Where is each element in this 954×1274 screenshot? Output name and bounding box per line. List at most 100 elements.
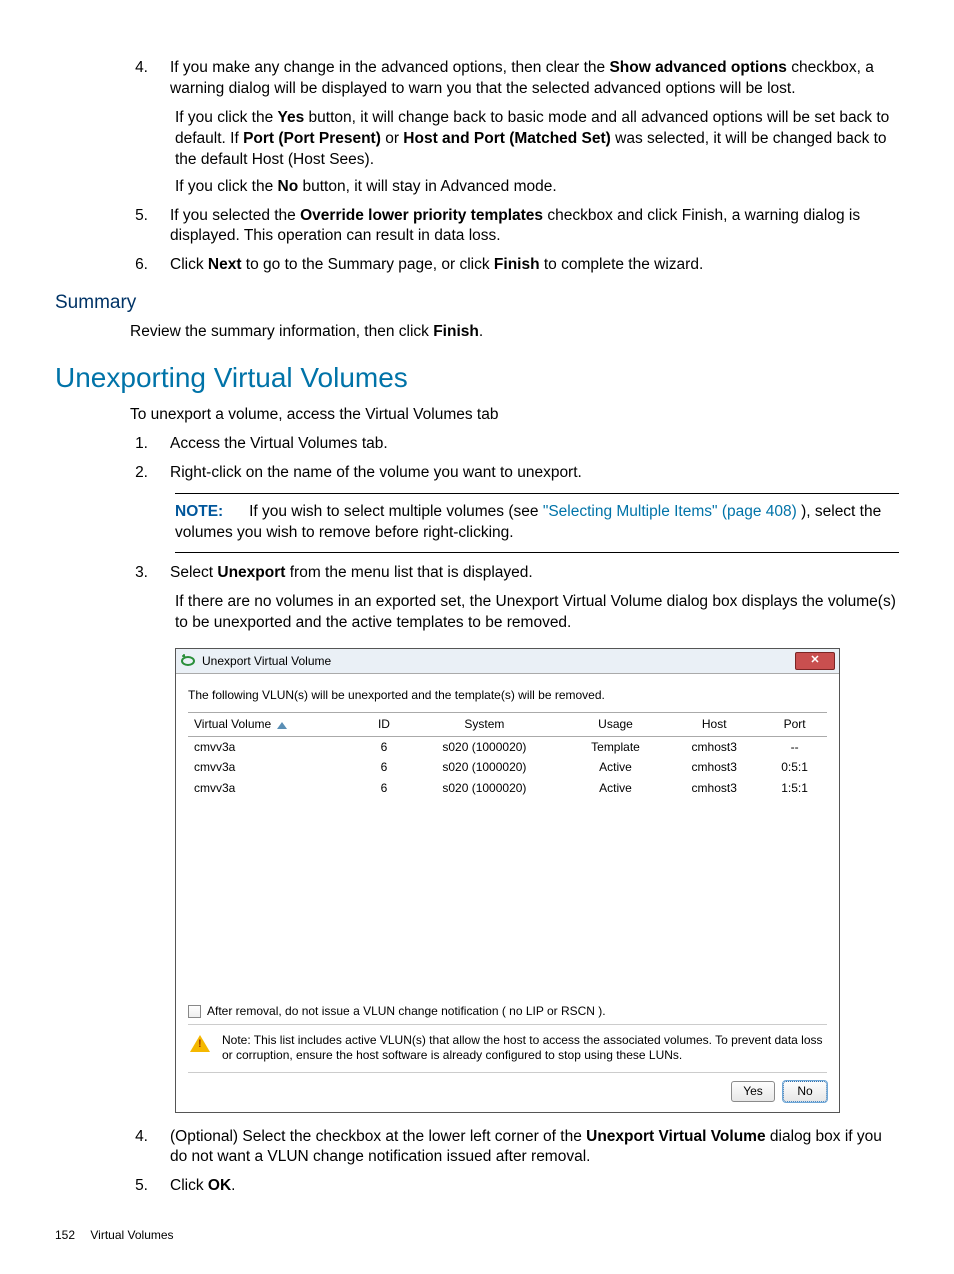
step-body: (Optional) Select the checkbox at the lo…: [170, 1127, 899, 1169]
text: Select: [170, 564, 217, 581]
text: If you wish to select multiple volumes (…: [249, 503, 543, 520]
bold: Show advanced options: [609, 59, 786, 76]
table-header-row: Virtual Volume ID System Usage Host Port: [188, 713, 827, 736]
cell: cmvv3a: [188, 778, 364, 798]
dialog-unexport-virtual-volume: Unexport Virtual Volume ✕ The following …: [175, 648, 840, 1113]
cell: --: [762, 736, 827, 757]
sort-asc-icon: [277, 722, 287, 729]
heading-summary: Summary: [55, 290, 899, 316]
no-button[interactable]: No: [783, 1081, 827, 1101]
table-row[interactable]: cmvv3a 6 s020 (1000020) Template cmhost3…: [188, 736, 827, 757]
close-button[interactable]: ✕: [795, 652, 835, 670]
bold: Next: [208, 256, 242, 273]
cell: Active: [565, 778, 667, 798]
text: Click: [170, 256, 208, 273]
text: or: [381, 130, 403, 147]
step-number: 1.: [130, 434, 148, 455]
step-body: If you make any change in the advanced o…: [170, 58, 899, 100]
bold: Port (Port Present): [243, 130, 381, 147]
text: If you click the: [175, 109, 278, 126]
note-label: NOTE:: [175, 503, 223, 520]
footer-title: Virtual Volumes: [90, 1228, 173, 1242]
bold: Yes: [278, 109, 305, 126]
cell: 6: [364, 736, 404, 757]
link-selecting-multiple[interactable]: "Selecting Multiple Items" (page 408): [543, 503, 797, 520]
step-number: 5.: [130, 206, 148, 248]
col-label: Virtual Volume: [194, 717, 271, 731]
col-usage[interactable]: Usage: [565, 713, 667, 736]
heading-unexporting: Unexporting Virtual Volumes: [55, 359, 899, 397]
bold: No: [278, 178, 299, 195]
step-body: If you selected the Override lower prior…: [170, 206, 899, 248]
table-row[interactable]: cmvv3a 6 s020 (1000020) Active cmhost3 1…: [188, 778, 827, 798]
text: If you click the: [175, 178, 278, 195]
step-4-cont1: If you click the Yes button, it will cha…: [175, 108, 899, 171]
step-5: 5. If you selected the Override lower pr…: [130, 206, 899, 248]
unexport-step-2: 2. Right-click on the name of the volume…: [130, 463, 899, 484]
cell: cmhost3: [666, 778, 762, 798]
dialog-body: The following VLUN(s) will be unexported…: [176, 674, 839, 1112]
text: from the menu list that is displayed.: [285, 564, 532, 581]
bold: Override lower priority templates: [300, 207, 543, 224]
table-row[interactable]: cmvv3a 6 s020 (1000020) Active cmhost3 0…: [188, 757, 827, 777]
bold: Finish: [494, 256, 540, 273]
bold: OK: [208, 1177, 231, 1194]
note-box: NOTE: If you wish to select multiple vol…: [175, 493, 899, 553]
cell: cmvv3a: [188, 736, 364, 757]
col-virtual-volume[interactable]: Virtual Volume: [188, 713, 364, 736]
summary-text: Review the summary information, then cli…: [130, 322, 899, 343]
unexport-step-1: 1. Access the Virtual Volumes tab.: [130, 434, 899, 455]
cell: 6: [364, 757, 404, 777]
warning-icon: [190, 1035, 210, 1052]
cell: cmhost3: [666, 736, 762, 757]
bold: Unexport Virtual Volume: [586, 1128, 765, 1145]
dialog-intro: The following VLUN(s) will be unexported…: [188, 688, 827, 702]
text: button, it will stay in Advanced mode.: [298, 178, 556, 195]
text: If you make any change in the advanced o…: [170, 59, 609, 76]
page-footer: 152 Virtual Volumes: [55, 1227, 899, 1243]
cell: s020 (1000020): [404, 778, 565, 798]
cell: cmhost3: [666, 757, 762, 777]
yes-button[interactable]: Yes: [731, 1081, 775, 1101]
bold: Host and Port (Matched Set): [403, 130, 611, 147]
step-number: 4.: [130, 58, 148, 100]
col-system[interactable]: System: [404, 713, 565, 736]
checkbox-no-notification[interactable]: [188, 1005, 201, 1018]
unexport-step-3: 3. Select Unexport from the menu list th…: [130, 563, 899, 584]
step-number: 6.: [130, 255, 148, 276]
col-port[interactable]: Port: [762, 713, 827, 736]
unexport-step-4: 4. (Optional) Select the checkbox at the…: [130, 1127, 899, 1169]
step-number: 2.: [130, 463, 148, 484]
cell: s020 (1000020): [404, 736, 565, 757]
checkbox-row[interactable]: After removal, do not issue a VLUN chang…: [188, 1004, 827, 1018]
unexport-step-5: 5. Click OK.: [130, 1176, 899, 1197]
cell: s020 (1000020): [404, 757, 565, 777]
cell: Template: [565, 736, 667, 757]
text: Review the summary information, then cli…: [130, 323, 433, 340]
step-number: 5.: [130, 1176, 148, 1197]
text: (Optional) Select the checkbox at the lo…: [170, 1128, 586, 1145]
checkbox-label: After removal, do not issue a VLUN chang…: [207, 1004, 606, 1018]
step-4-cont2: If you click the No button, it will stay…: [175, 177, 899, 198]
text: Click: [170, 1177, 208, 1194]
text: If you selected the: [170, 207, 300, 224]
col-host[interactable]: Host: [666, 713, 762, 736]
vlun-table: Virtual Volume ID System Usage Host Port…: [188, 712, 827, 998]
text: .: [231, 1177, 235, 1194]
text: to complete the wizard.: [540, 256, 704, 273]
cell: 6: [364, 778, 404, 798]
step-number: 3.: [130, 563, 148, 584]
titlebar: Unexport Virtual Volume ✕: [176, 649, 839, 674]
step-body: Select Unexport from the menu list that …: [170, 563, 899, 584]
bold: Unexport: [217, 564, 285, 581]
table-spacer: [188, 798, 827, 998]
app-icon: [180, 654, 196, 668]
step-number: 4.: [130, 1127, 148, 1169]
step-body: Click OK.: [170, 1176, 899, 1197]
cell: Active: [565, 757, 667, 777]
text: to go to the Summary page, or click: [242, 256, 494, 273]
bold: Finish: [433, 323, 479, 340]
col-id[interactable]: ID: [364, 713, 404, 736]
step-6: 6. Click Next to go to the Summary page,…: [130, 255, 899, 276]
close-icon: ✕: [810, 654, 819, 667]
